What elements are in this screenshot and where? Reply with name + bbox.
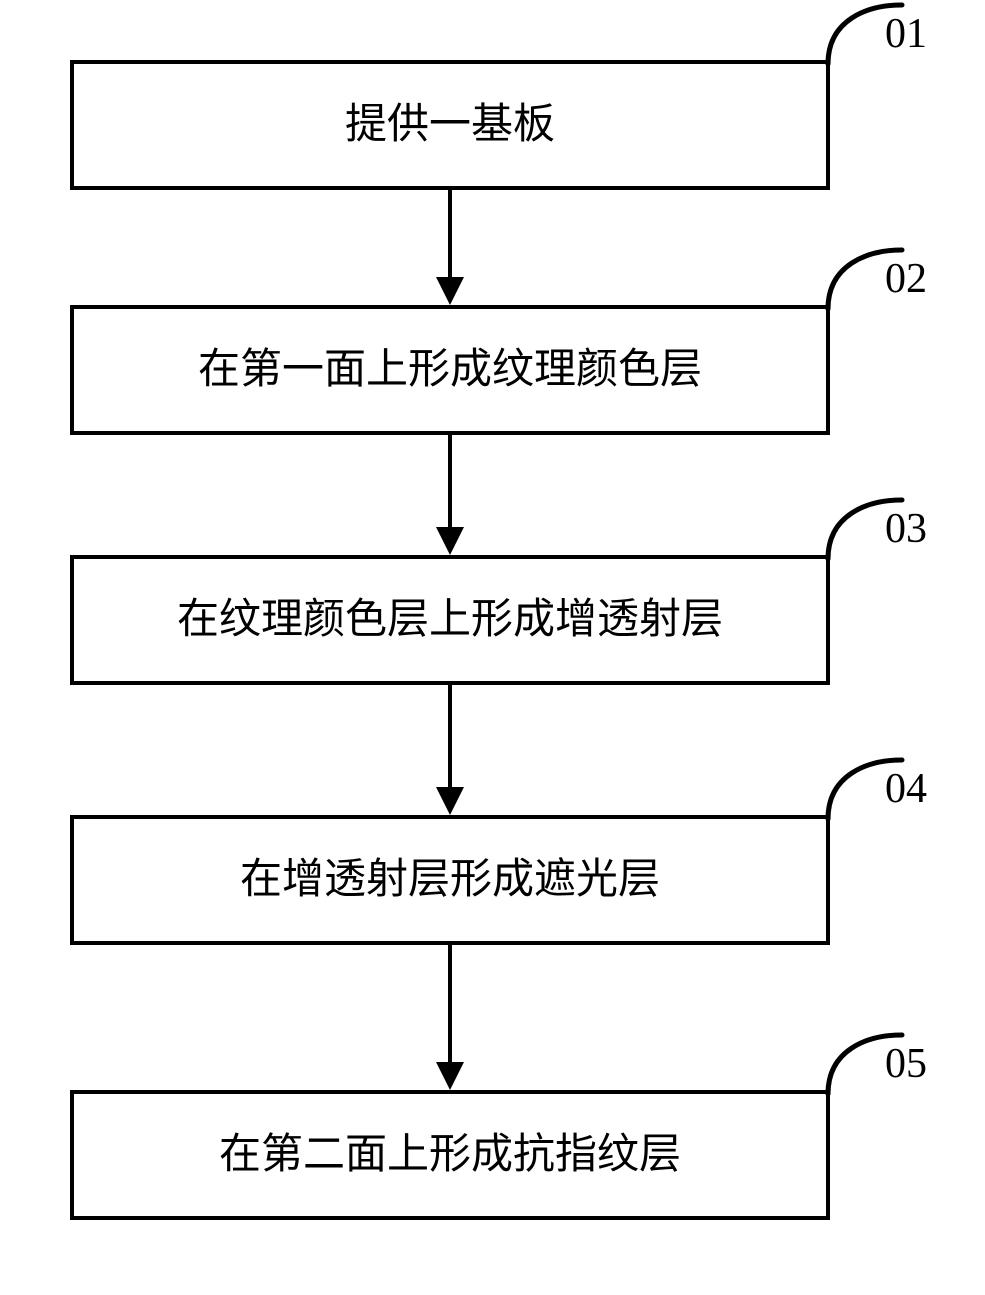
flow-node-step5: 在第二面上形成抗指纹层 [70, 1090, 830, 1220]
leader-curve-step2 [824, 246, 906, 313]
flow-arrow-head-0 [436, 277, 464, 308]
leader-curve-step4 [824, 756, 906, 823]
flow-node-text: 在增透射层形成遮光层 [240, 855, 660, 905]
flow-arrow-head-1 [436, 527, 464, 558]
leader-curve-step1 [824, 1, 906, 68]
flow-node-text: 在第二面上形成抗指纹层 [219, 1130, 681, 1180]
flow-node-text: 在第一面上形成纹理颜色层 [198, 345, 702, 395]
flow-node-step3: 在纹理颜色层上形成增透射层 [70, 555, 830, 685]
flow-arrow-line-1 [448, 435, 452, 527]
leader-curve-step5 [824, 1031, 906, 1098]
flow-arrow-line-0 [448, 190, 452, 277]
flow-node-step1: 提供一基板 [70, 60, 830, 190]
flow-arrow-line-3 [448, 945, 452, 1062]
flow-arrow-head-3 [436, 1062, 464, 1093]
flow-node-step2: 在第一面上形成纹理颜色层 [70, 305, 830, 435]
flow-arrow-line-2 [448, 685, 452, 787]
flow-node-step4: 在增透射层形成遮光层 [70, 815, 830, 945]
flow-arrow-head-2 [436, 787, 464, 818]
leader-curve-step3 [824, 496, 906, 563]
flowchart-canvas: 提供一基板01在第一面上形成纹理颜色层02在纹理颜色层上形成增透射层03在增透射… [0, 0, 985, 1295]
flow-node-text: 提供一基板 [345, 100, 555, 150]
flow-node-text: 在纹理颜色层上形成增透射层 [177, 595, 723, 645]
